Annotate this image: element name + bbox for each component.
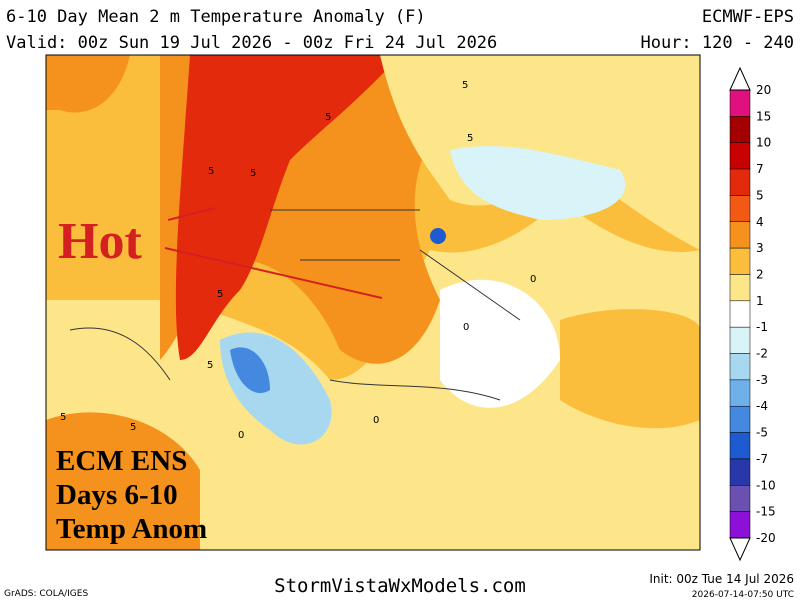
contour-label: 5 xyxy=(462,80,468,91)
legend-label: 4 xyxy=(756,215,764,229)
legend-swatch xyxy=(729,89,751,117)
hot-annotation: Hot xyxy=(58,213,142,270)
grads: GrADS: COLA/IGES xyxy=(4,589,88,599)
legend-swatch xyxy=(729,221,751,249)
legend-label: 20 xyxy=(756,83,771,97)
overlay-text: Temp Anom xyxy=(56,513,207,545)
legend-label: -1 xyxy=(756,320,768,334)
contour-label: 5 xyxy=(325,112,331,123)
map-frame xyxy=(45,54,701,551)
valid: Valid: 00z Sun 19 Jul 2026 - 00z Fri 24 … xyxy=(6,33,497,53)
legend-swatch xyxy=(729,458,751,486)
contour-label: 5 xyxy=(60,412,66,423)
legend-label: -4 xyxy=(756,399,768,413)
legend-swatch xyxy=(729,142,751,170)
arrow xyxy=(164,247,383,299)
legend-label: 10 xyxy=(756,136,771,150)
legend-label: -20 xyxy=(756,531,776,545)
legend-label: -10 xyxy=(756,478,776,492)
contour-label: 0 xyxy=(373,415,379,426)
legend-label: 3 xyxy=(756,241,764,255)
contour-label: 5 xyxy=(207,360,213,371)
contour-label: 0 xyxy=(530,274,536,285)
site: StormVistaWxModels.com xyxy=(274,575,526,597)
contour-label: 0 xyxy=(238,430,244,441)
contour-label: 5 xyxy=(130,422,136,433)
legend-swatch xyxy=(729,300,751,328)
hour: Hour: 120 - 240 xyxy=(640,33,794,53)
legend-swatch xyxy=(729,116,751,143)
legend-swatch xyxy=(729,274,751,302)
legend-label: 1 xyxy=(756,294,764,308)
legend-swatch xyxy=(729,168,751,196)
contour-label: 5 xyxy=(250,168,256,179)
legend-cap xyxy=(729,66,751,91)
legend-label: -15 xyxy=(756,505,776,519)
legend-label: 5 xyxy=(756,188,764,202)
legend-swatch xyxy=(729,485,751,512)
legend-swatch xyxy=(729,405,751,433)
init: Init: 00z Tue 14 Jul 2026 xyxy=(649,572,794,586)
contour-label: 5 xyxy=(217,289,223,300)
legend-label: -2 xyxy=(756,347,768,361)
model: ECMWF-EPS xyxy=(702,7,794,27)
contour-label: 0 xyxy=(463,322,469,333)
legend-swatch xyxy=(729,511,751,539)
legend-label: -7 xyxy=(756,452,768,466)
legend-swatch xyxy=(729,432,751,460)
legend-swatch xyxy=(729,379,751,407)
legend-label: 7 xyxy=(756,162,764,176)
legend-label: 2 xyxy=(756,267,764,281)
legend-swatch xyxy=(729,195,751,223)
map xyxy=(46,55,700,550)
contour-label: 5 xyxy=(208,166,214,177)
legend-cap xyxy=(729,537,751,562)
legend-swatch xyxy=(729,247,751,275)
legend-label: -5 xyxy=(756,426,768,440)
legend-swatch xyxy=(729,326,751,354)
title: 6-10 Day Mean 2 m Temperature Anomaly (F… xyxy=(6,7,426,27)
stamp: 2026-07-14-07:50 UTC xyxy=(692,590,794,600)
overlay-text: Days 6-10 xyxy=(56,479,178,511)
legend-label: -3 xyxy=(756,373,768,387)
arrow xyxy=(167,207,216,221)
legend-label: 15 xyxy=(756,109,771,123)
contour-label: 5 xyxy=(467,133,473,144)
overlay-text: ECM ENS xyxy=(56,445,187,477)
legend-swatch xyxy=(729,353,751,381)
